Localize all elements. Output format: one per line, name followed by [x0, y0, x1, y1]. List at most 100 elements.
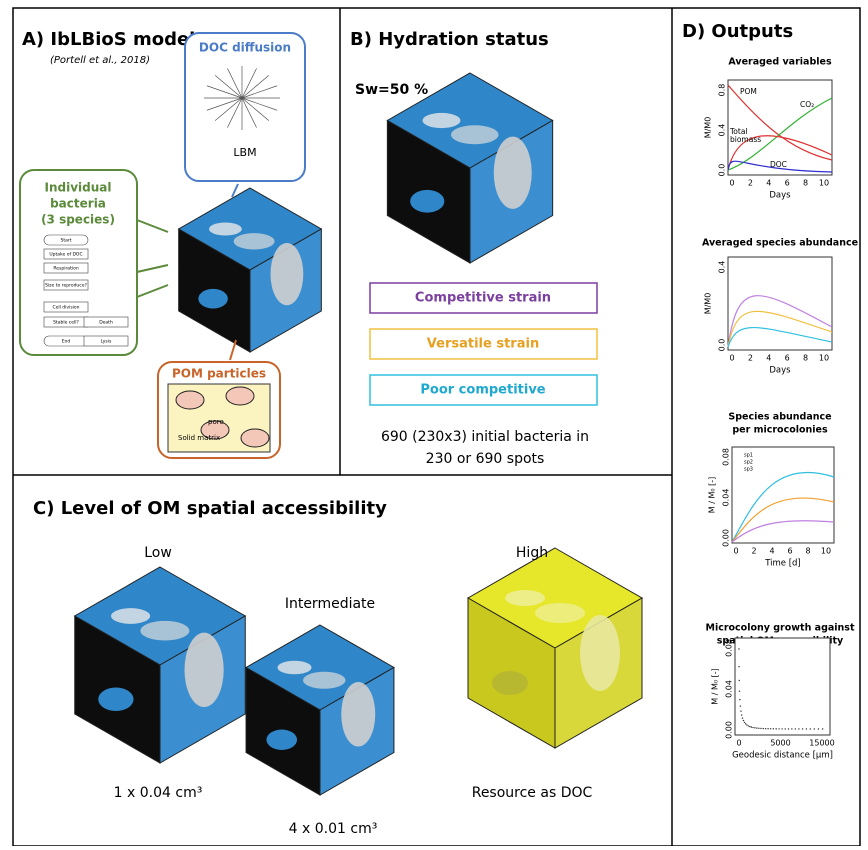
point: [787, 728, 790, 730]
annotation: CO₂: [800, 100, 814, 109]
cube-pore: [184, 632, 224, 708]
strain-box: [369, 328, 598, 360]
x-tick-label: 6: [785, 179, 790, 188]
x-tick-label: 15000: [809, 739, 834, 748]
point: [752, 726, 754, 729]
point: [738, 690, 741, 692]
flow-label: End: [62, 339, 71, 345]
x-tick-label: 8: [803, 354, 808, 363]
y-label: M / M₀ [-]: [708, 477, 717, 513]
x-tick-label: 6: [787, 547, 792, 556]
citation: (Portell et al., 2018): [50, 55, 150, 66]
point: [794, 728, 797, 730]
pom-particle: [175, 390, 205, 410]
point: [769, 728, 772, 730]
flow-label: Stable cell?: [53, 320, 79, 326]
flow-node: [43, 262, 89, 274]
point: [762, 727, 764, 730]
curve: [727, 310, 833, 348]
cube-pore: [233, 233, 275, 250]
cube-pore: [451, 125, 499, 145]
cube-pore: [535, 603, 585, 623]
box-title: Individual: [45, 181, 112, 195]
cube-pore: [270, 242, 304, 306]
caption: 230 or 690 spots: [426, 451, 545, 467]
x-tick-label: 6: [785, 354, 790, 363]
y-tick-label: 0.0: [718, 339, 727, 352]
curve: [727, 295, 833, 348]
curve: [731, 471, 835, 543]
point: [805, 728, 808, 730]
annotation: DOC: [770, 160, 787, 169]
point: [767, 728, 769, 730]
lattice-line: [214, 75, 243, 99]
x-tick-label: 2: [748, 179, 753, 188]
plot-title: per microcolonies: [732, 425, 828, 436]
point: [809, 728, 811, 730]
lattice-line: [227, 97, 243, 128]
curve: [727, 84, 833, 161]
point: [775, 728, 777, 730]
lattice-line: [241, 97, 257, 128]
x-tick-label: 8: [805, 547, 810, 556]
panel-title: A) IbLBioS model: [22, 29, 195, 50]
x-label: Time [d]: [764, 559, 801, 569]
x-tick-label: 10: [819, 354, 829, 363]
level-name: High: [516, 545, 548, 561]
x-tick-label: 8: [803, 179, 808, 188]
strain-box: [369, 282, 598, 314]
annotation: sp1: [744, 453, 753, 459]
annotation: biomass: [730, 135, 761, 144]
plot-title: Averaged variables: [728, 57, 832, 68]
point: [801, 728, 804, 730]
curve: [727, 97, 833, 171]
lattice-line: [206, 97, 243, 111]
cube-pore: [303, 671, 346, 689]
plot-curves: [727, 84, 833, 173]
point: [781, 728, 783, 730]
pom-particle: [225, 386, 255, 406]
box-label: LBM: [233, 146, 256, 159]
level-name: Intermediate: [285, 596, 375, 612]
annotation: POM: [740, 87, 757, 96]
point: [772, 728, 775, 730]
point: [744, 723, 747, 725]
x-tick-label: 10: [819, 179, 829, 188]
strain-label: Competitive strain: [415, 291, 551, 306]
saturation: Sw=50 %: [355, 82, 428, 98]
cube-pore: [209, 222, 242, 236]
panel-title: C) Level of OM spatial accessibility: [33, 498, 387, 519]
x-tick-label: 5000: [770, 739, 790, 748]
flow-node: [43, 234, 89, 246]
y-tick-label: 0.0: [718, 164, 727, 177]
level-caption: Resource as DOC: [472, 785, 593, 801]
point: [764, 727, 767, 730]
box-title: (3 species): [41, 213, 115, 227]
y-tick-label: 0.08: [722, 448, 731, 466]
lattice-line: [241, 85, 278, 99]
plot-curves: [727, 295, 833, 348]
point: [791, 728, 793, 730]
flow-node: [43, 248, 89, 260]
x-label: Geodesic distance [µm]: [732, 751, 833, 761]
plot-title: Averaged species abundance: [702, 238, 858, 249]
curve: [727, 135, 833, 171]
y-tick-label: 0.00: [725, 721, 734, 739]
cube-pore: [140, 620, 190, 641]
arrow: [136, 219, 169, 233]
level-name: Low: [144, 545, 172, 561]
cube-pore: [198, 288, 228, 309]
panel-title: B) Hydration status: [350, 29, 549, 50]
lattice-line: [227, 68, 243, 99]
y-tick-label: 0.4: [718, 261, 727, 274]
point: [738, 665, 740, 668]
pom-particle: [240, 428, 270, 448]
cube-pore: [492, 671, 528, 695]
point: [746, 724, 748, 726]
flow-label: Size to reproduce?: [45, 283, 87, 289]
cube-pore: [422, 112, 461, 129]
point: [740, 714, 743, 716]
point: [738, 679, 740, 682]
y-tick-label: 0.04: [725, 680, 734, 698]
